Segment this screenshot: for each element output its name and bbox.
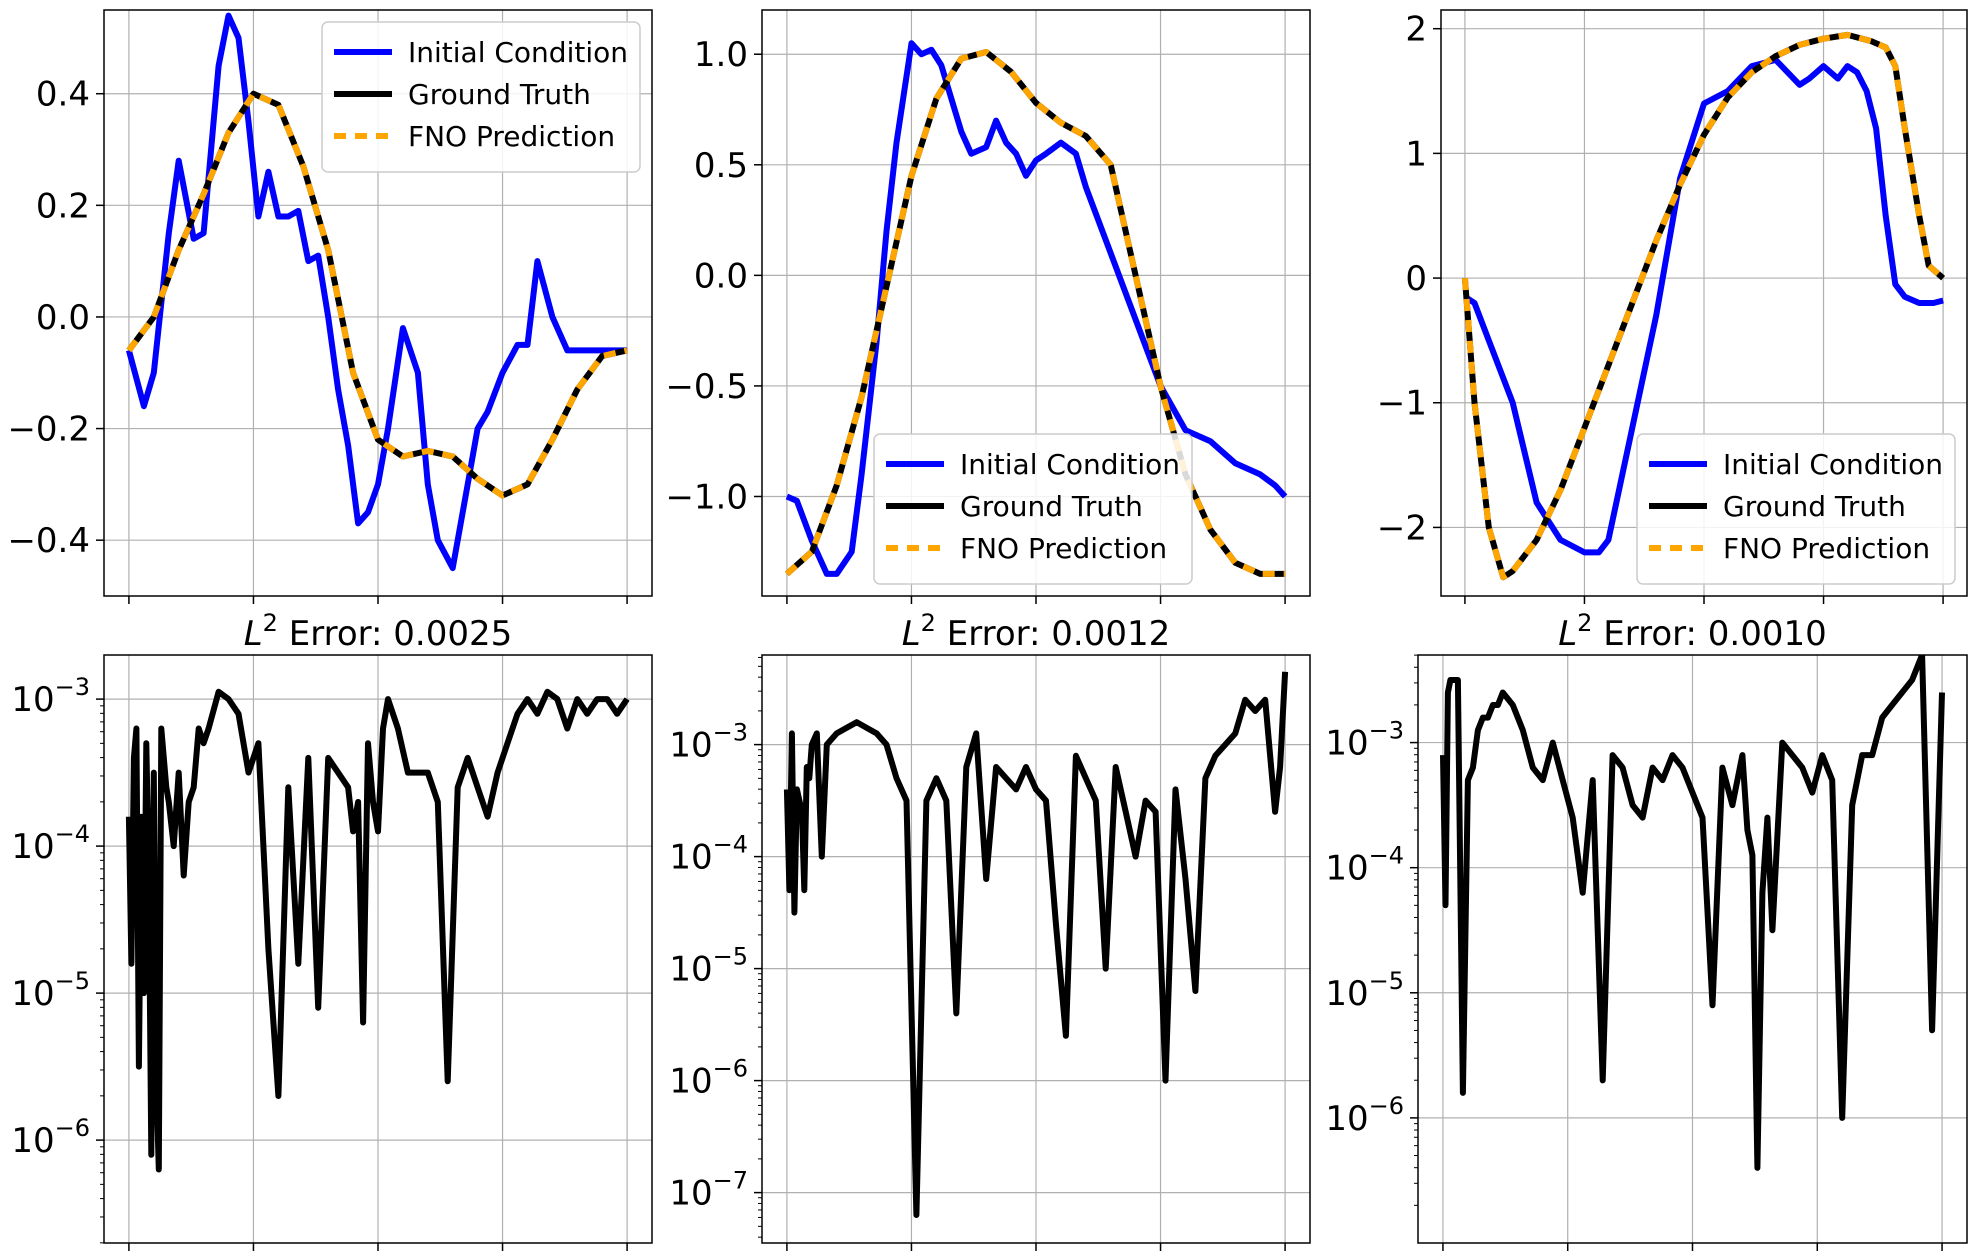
series-group (1440, 655, 1945, 1171)
y-tick-label: 10−5 (11, 967, 90, 1014)
y-tick-label: 10−5 (1325, 967, 1404, 1014)
legend: Initial Condition Ground Truth FNO Predict… (873, 433, 1193, 585)
legend-label-initial: Initial Condition (1723, 448, 1943, 481)
legend-label-fno: FNO Prediction (408, 120, 615, 153)
y-tick-label: −0.4 (7, 521, 90, 561)
series-group (784, 40, 1288, 577)
legend-label-initial: Initial Condition (408, 36, 628, 69)
y-tick-label: 10−4 (669, 831, 748, 878)
series-line-fno-prediction (784, 49, 1286, 577)
y-tick-label: −2 (1377, 508, 1427, 548)
legend-label-truth: Ground Truth (408, 78, 591, 111)
series-line-error (1440, 655, 1945, 1171)
series-group (1461, 31, 1946, 581)
series-line-initial-condition (126, 12, 628, 572)
panel-top-right: −2 −1 0 1 2 Initial Condition Ground Truth FNO … (1377, 9, 1968, 604)
chart-title: L2 Error: 0.0010 (1558, 609, 1827, 654)
legend-box (1636, 433, 1956, 585)
legend: Initial Condition Ground Truth FNO Predict… (1636, 433, 1956, 585)
y-tick-label: 10−3 (11, 673, 90, 720)
y-tick-label: 1 (1405, 134, 1427, 174)
chart-title: L2 Error: 0.0025 (244, 609, 513, 654)
series-group (126, 12, 628, 572)
y-tick-label: 0.0 (694, 256, 748, 296)
y-tick-label: −0.5 (665, 367, 748, 407)
y-tick-label: 10−6 (11, 1114, 90, 1161)
legend-label-truth: Ground Truth (960, 490, 1143, 523)
y-tick-label: 10−4 (11, 820, 90, 867)
y-tick-label: −0.2 (7, 410, 90, 450)
series-group (125, 688, 630, 1173)
y-tick-label: −1 (1377, 384, 1427, 424)
chart-title: L2 Error: 0.0012 (902, 609, 1171, 654)
y-tick-label: 0.0 (36, 298, 90, 338)
panel-bottom-middle: 10−7 10−6 10−5 10−4 10−3 L2 Error: 0.0012 (669, 609, 1311, 1251)
y-tick-label: 2 (1405, 10, 1427, 50)
panel-top-left: −0.4 −0.2 0.0 0.2 0.4 Initial Condition Ground… (7, 9, 653, 604)
legend-box (321, 21, 641, 173)
panel-bottom-right: 10−6 10−5 10−4 10−3 L2 Error: 0.0010 (1325, 609, 1968, 1251)
series-group (783, 671, 1289, 1218)
y-tick-label: 0 (1405, 259, 1427, 299)
series-line-fno-prediction (126, 90, 628, 499)
y-tick-label: 0.5 (694, 146, 748, 186)
y-tick-label: 10−6 (1325, 1092, 1404, 1139)
y-tick-label: 10−3 (669, 719, 748, 766)
y-tick-label: 10−4 (1325, 842, 1404, 889)
y-tick-label: 1.0 (694, 35, 748, 75)
y-tick-label: 0.2 (36, 186, 90, 226)
y-tick-label: 0.4 (36, 75, 90, 115)
legend-label-initial: Initial Condition (960, 448, 1180, 481)
legend-box (873, 433, 1193, 585)
y-tick-label: −1.0 (665, 477, 748, 517)
legend: Initial Condition Ground Truth FNO Predict… (321, 21, 641, 173)
y-tick-label: 10−6 (669, 1055, 748, 1102)
series-line-error (125, 688, 630, 1173)
y-tick-label: 10−7 (669, 1167, 748, 1214)
legend-label-truth: Ground Truth (1723, 490, 1906, 523)
series-line-fno-prediction (1461, 31, 1946, 581)
legend-label-fno: FNO Prediction (1723, 532, 1930, 565)
panel-top-middle: −1.0 −0.5 0.0 0.5 1.0 Initial Condition Ground… (665, 9, 1311, 604)
y-tick-label: 10−5 (669, 943, 748, 990)
panel-bottom-left: 10−6 10−5 10−4 10−3 L2 Error: 0.0025 (11, 609, 653, 1251)
series-line-error (783, 671, 1289, 1218)
y-tick-label: 10−3 (1325, 717, 1404, 764)
legend-label-fno: FNO Prediction (960, 532, 1167, 565)
